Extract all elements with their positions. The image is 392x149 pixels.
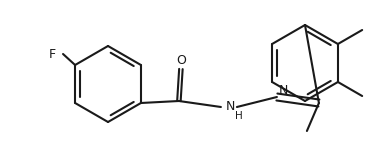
Text: O: O xyxy=(176,55,186,67)
Text: F: F xyxy=(49,48,56,60)
Text: H: H xyxy=(235,111,243,121)
Text: N: N xyxy=(279,84,288,97)
Text: N: N xyxy=(226,100,235,112)
